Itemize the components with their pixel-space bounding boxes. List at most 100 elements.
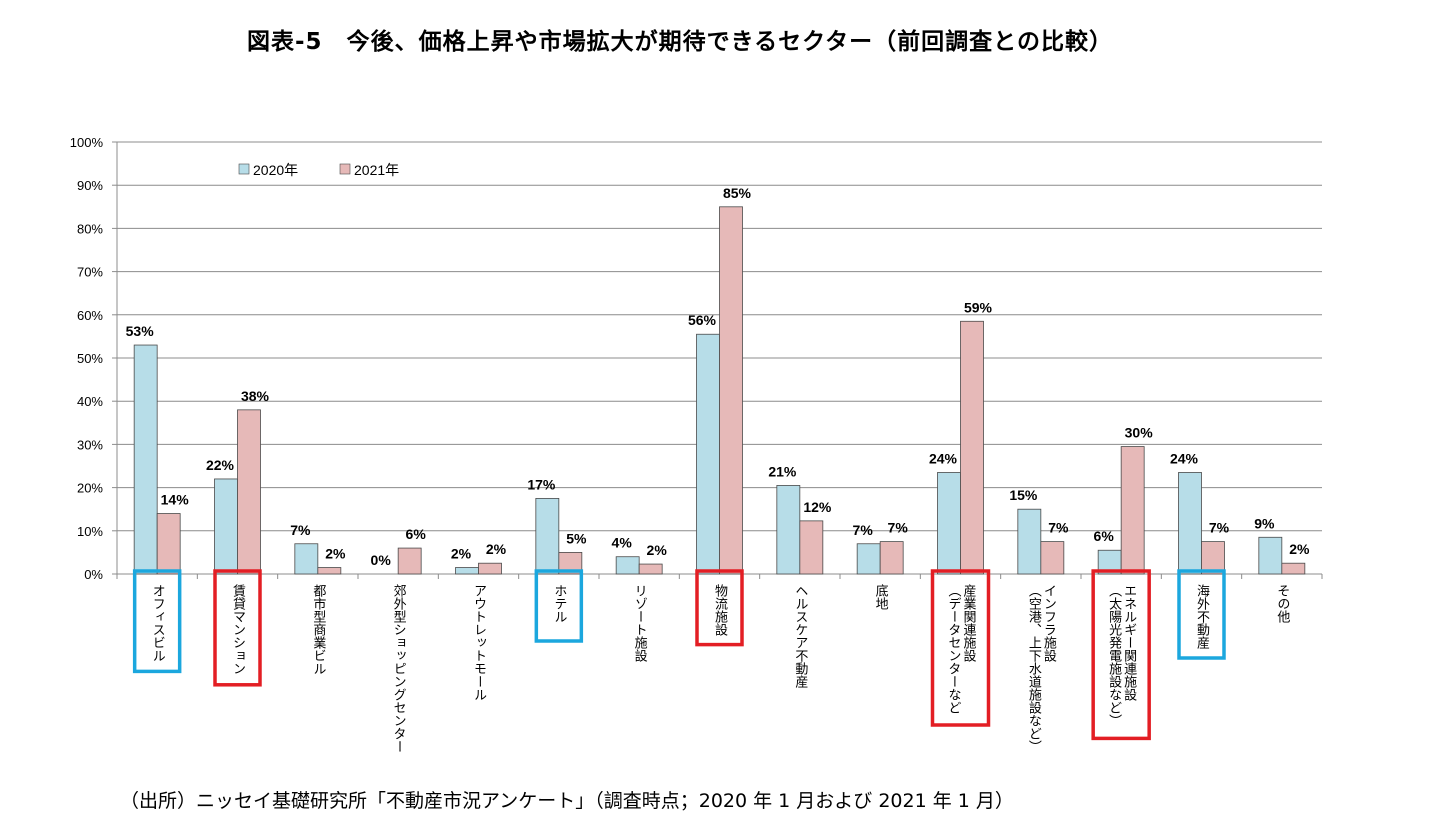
- data-label-2020: 15%: [1009, 487, 1038, 503]
- bar-2021: [1040, 541, 1065, 575]
- data-label-2020: 9%: [1254, 515, 1275, 531]
- y-tick-label: 60%: [77, 308, 103, 323]
- data-label-2021: 7%: [1209, 520, 1230, 536]
- category-label: ホテル: [551, 584, 566, 623]
- bar-2020: [696, 333, 720, 575]
- data-label-2020: 7%: [290, 522, 311, 538]
- data-label-2020: 56%: [688, 312, 717, 328]
- y-axis: 0% 10% 20% 30% 40% 50% 60% 70% 80% 90% 100%: [70, 135, 1323, 582]
- y-tick-label: 50%: [77, 351, 103, 366]
- highlight-box-blue: [132, 569, 182, 674]
- category-label: アウトレットモール: [471, 584, 486, 701]
- data-label-2020: 53%: [126, 323, 155, 339]
- data-label-2021: 6%: [406, 526, 427, 542]
- bar-2021: [558, 552, 583, 575]
- highlight-box-red: [213, 569, 262, 687]
- data-label-2021: 7%: [888, 520, 909, 536]
- data-label-2020: 4%: [612, 535, 633, 551]
- data-label-2020: 6%: [1094, 528, 1115, 544]
- data-label-2021: 5%: [566, 530, 587, 546]
- category-label: エネルギー関連施設: [1121, 584, 1137, 701]
- bars: [133, 206, 1306, 575]
- bar-2021: [397, 547, 422, 575]
- x-axis-categories: オフィスビル 賃貸マンション 都市型商業ビル 郊外型ショッピングセンター アウトレットモ…: [132, 569, 1290, 753]
- y-tick-label: 40%: [77, 394, 103, 409]
- legend-label-2020: 2020年: [253, 162, 298, 178]
- data-label-2021: 2%: [647, 542, 668, 558]
- data-label-2020: 24%: [1170, 450, 1199, 466]
- source-note: （出所）ニッセイ基礎研究所「不動産市況アンケート」（調査時点；2020 年 1 …: [120, 790, 1014, 812]
- data-label-2021: 30%: [1125, 425, 1154, 441]
- y-tick-label: 30%: [77, 437, 103, 452]
- bar-2020: [937, 472, 961, 575]
- bar-2020: [776, 485, 801, 575]
- bar-2021: [879, 541, 904, 575]
- y-tick-label: 20%: [77, 481, 103, 496]
- bar-2020: [535, 497, 560, 575]
- data-label-2021: 2%: [486, 541, 507, 557]
- category-label: （データセンターなど: [946, 584, 962, 714]
- highlight-box-red: [930, 569, 991, 727]
- bar-2020: [133, 344, 158, 575]
- highlight-box-blue: [1177, 569, 1226, 660]
- y-tick-label: 10%: [77, 524, 103, 539]
- data-label-2020: 17%: [527, 476, 556, 492]
- y-tick-label: 100%: [70, 135, 104, 150]
- bar-2020: [856, 543, 881, 575]
- bar-2021: [1281, 562, 1306, 575]
- bar-2020: [455, 567, 479, 575]
- bar-2020: [294, 543, 319, 575]
- legend: 2020年 2021年: [238, 162, 399, 178]
- highlight-box-blue: [534, 569, 584, 643]
- bar-2021: [638, 563, 663, 575]
- data-label-2021: 12%: [803, 499, 832, 515]
- bar-2020: [615, 556, 640, 575]
- y-tick-label: 70%: [77, 265, 103, 280]
- bar-2021: [960, 320, 984, 575]
- y-tick-label: 90%: [77, 178, 103, 193]
- data-label-2021: 2%: [1289, 541, 1310, 557]
- bar-2021: [799, 520, 824, 575]
- category-label: 底地: [873, 583, 889, 610]
- category-label: 産業関連施設: [961, 583, 977, 662]
- bar-2021: [719, 206, 743, 575]
- bar-2020: [1017, 508, 1042, 575]
- bar-2021: [1201, 541, 1225, 575]
- bar-2021: [1120, 446, 1145, 575]
- data-label-2021: 38%: [241, 388, 270, 404]
- bar-2020: [1178, 472, 1202, 575]
- category-label: インフラ施設: [1041, 584, 1057, 662]
- bar-2020: [1258, 536, 1283, 575]
- data-label-2021: 85%: [723, 185, 752, 201]
- y-tick-label: 80%: [77, 221, 103, 236]
- legend-label-2021: 2021年: [354, 162, 399, 178]
- category-label: 都市型商業ビル: [310, 584, 326, 675]
- data-label-2020: 7%: [853, 522, 874, 538]
- category-label: （太陽光発電施設など）: [1106, 584, 1122, 727]
- category-label: 海外不動産: [1194, 584, 1210, 650]
- legend-swatch-2020: [238, 163, 250, 175]
- bar-2020: [214, 478, 238, 575]
- data-label-2021: 7%: [1048, 520, 1069, 536]
- category-label: 物流施設: [712, 584, 728, 636]
- category-label: （空港、上下水道施設など）: [1026, 584, 1042, 753]
- data-label-2021: 59%: [964, 299, 993, 315]
- legend-swatch-2021: [339, 163, 351, 175]
- category-label: 郊外型ショッピングセンター: [391, 583, 407, 753]
- data-label-2020: 24%: [929, 450, 958, 466]
- data-label-2021: 14%: [161, 492, 190, 508]
- chart-title: 図表-5 今後、価格上昇や市場拡大が期待できるセクター（前回調査との比較）: [247, 29, 1113, 55]
- category-label: リゾート施設: [632, 584, 648, 662]
- highlight-box-red: [695, 569, 744, 647]
- category-label: その他: [1274, 584, 1290, 624]
- data-label-2020: 21%: [768, 463, 797, 479]
- category-label: 賃貸マンション: [230, 584, 246, 675]
- data-label-2021: 2%: [325, 546, 346, 562]
- category-label: ヘルスケア不動産: [792, 584, 808, 689]
- category-label: オフィスビル: [150, 584, 165, 662]
- data-label-2020: 2%: [451, 546, 472, 562]
- bar-2021: [478, 562, 502, 575]
- bar-2021: [237, 409, 261, 575]
- data-labels: 53% 22% 7% 0% 2% 17% 4% 56% 21% 7% 24% 15% 6% 24% 9% 14…: [126, 185, 1310, 568]
